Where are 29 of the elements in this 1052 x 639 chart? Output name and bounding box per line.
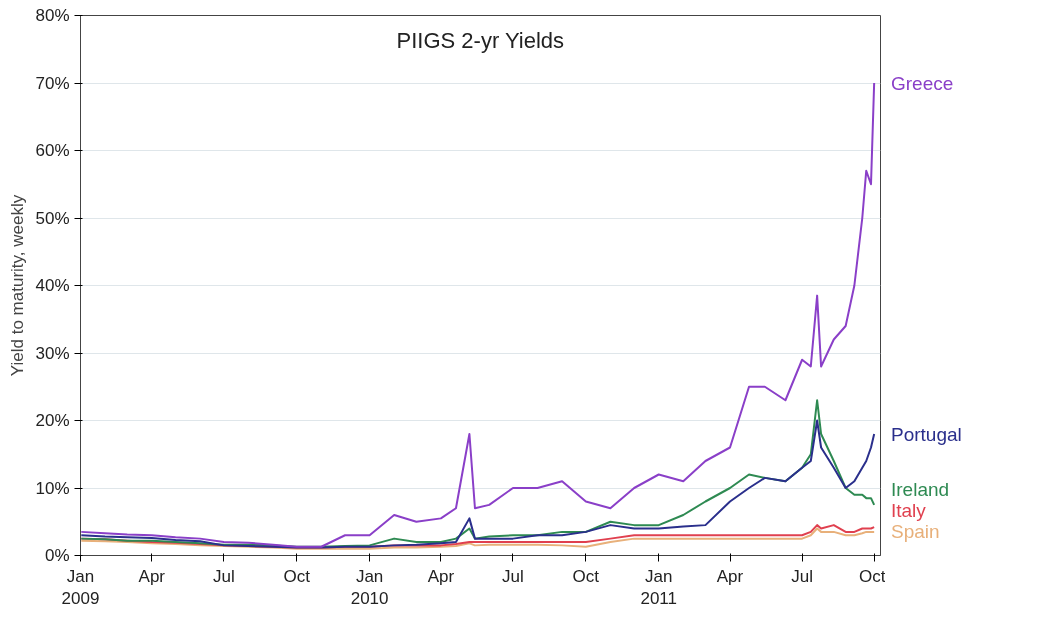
x-tick-label: Apr xyxy=(427,566,455,586)
x-tick-label: Oct xyxy=(572,566,600,586)
y-tick-label: 50% xyxy=(35,208,70,228)
series-label: Ireland xyxy=(891,479,950,501)
series-label: Portugal xyxy=(891,423,962,445)
line-series xyxy=(80,82,876,548)
y-tick-label: 40% xyxy=(35,276,70,295)
y-tick-label: 20% xyxy=(35,411,70,430)
y-tick-label: 0% xyxy=(44,546,70,565)
y-tick-label: 80% xyxy=(35,6,70,25)
x-tick-label: Apr xyxy=(138,566,166,586)
series-label: Greece xyxy=(891,72,954,94)
series-label: Italy xyxy=(891,500,927,522)
x-tick-label: Jul xyxy=(502,566,524,586)
x-tick-label: Oct xyxy=(859,566,886,586)
y-axis-title: Yield to maturity, weekly xyxy=(8,194,28,377)
y-tick-label: 60% xyxy=(35,141,70,160)
x-tick-label: Jul xyxy=(791,566,813,586)
y-tick-label: 30% xyxy=(35,343,70,363)
x-tick-label: Apr xyxy=(716,566,744,586)
x-tick-label: Jul xyxy=(213,566,235,586)
y-tick-label: 10% xyxy=(35,478,70,498)
x-tick-label: Oct xyxy=(283,566,311,586)
x-tick-label: Jan 2009 xyxy=(61,566,100,609)
text: PIIGS 2-yr Yields xyxy=(396,27,565,53)
x-tick-label: Jan 2010 xyxy=(350,566,389,609)
y-tick-label: 70% xyxy=(35,73,70,93)
x-tick-label: Jan 2011 xyxy=(640,566,677,609)
series-label: Spain xyxy=(891,521,940,543)
